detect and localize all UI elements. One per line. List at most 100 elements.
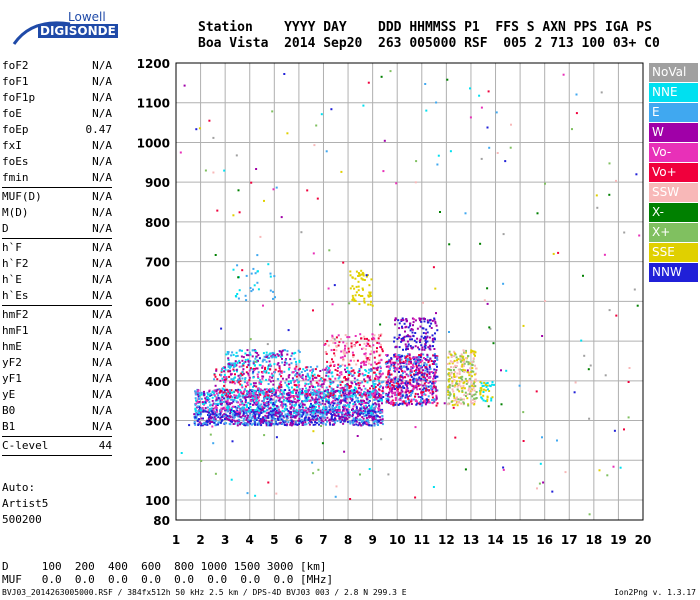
echo-point [263, 358, 266, 361]
echo-point [334, 342, 337, 345]
echo-point [393, 355, 396, 358]
echo-point [274, 413, 277, 416]
echo-point [414, 392, 417, 395]
echo-point [447, 389, 450, 392]
echo-point [261, 392, 264, 395]
echo-point [211, 416, 214, 419]
echo-point [419, 325, 422, 328]
echo-point [310, 374, 313, 377]
echo-point [471, 393, 474, 396]
echo-point [254, 403, 257, 406]
echo-point [313, 405, 316, 408]
echo-point [274, 408, 276, 410]
echo-point [454, 384, 457, 387]
echo-point [314, 386, 317, 389]
echo-point [459, 357, 462, 360]
echo-point [451, 376, 454, 379]
echo-point [312, 472, 315, 475]
echo-point [318, 379, 321, 382]
echo-point [334, 368, 337, 371]
echo-point [265, 354, 268, 357]
echo-point [332, 360, 335, 363]
x-tick-label: 18 [585, 533, 602, 547]
echo-point [246, 366, 249, 369]
echo-point [218, 391, 221, 394]
echo-point [244, 294, 247, 297]
echo-point [349, 270, 352, 273]
echo-point [327, 411, 330, 413]
echo-point [360, 410, 363, 413]
echo-point [364, 355, 367, 357]
echo-point [487, 405, 490, 408]
param-value: N/A [92, 241, 112, 254]
echo-point [199, 414, 202, 417]
echo-point [466, 371, 469, 374]
echo-point [431, 396, 434, 399]
echo-point [369, 387, 371, 390]
echo-point [463, 362, 466, 365]
echo-point [428, 364, 431, 367]
echo-point [344, 344, 346, 347]
echo-point [208, 409, 211, 412]
echo-point [424, 393, 427, 396]
echo-point [288, 414, 290, 417]
echo-point [448, 352, 451, 355]
echo-point [254, 357, 257, 360]
echo-point [360, 337, 363, 340]
echo-point [364, 411, 367, 414]
echo-point [400, 379, 403, 382]
echo-point [251, 349, 254, 352]
echo-point [286, 385, 289, 388]
echo-point [257, 402, 260, 405]
echo-point [354, 299, 357, 302]
echo-point [439, 211, 441, 213]
echo-point [293, 388, 296, 391]
echo-point [254, 397, 257, 400]
echo-point [340, 373, 343, 376]
echo-point [368, 390, 371, 393]
echo-point [290, 386, 293, 389]
echo-point [267, 402, 270, 405]
echo-point [272, 411, 275, 414]
echo-point [423, 372, 426, 375]
echo-point [471, 361, 474, 363]
echo-point [324, 351, 327, 354]
echo-point [377, 362, 380, 365]
echo-point [480, 396, 483, 399]
echo-point [372, 394, 375, 397]
echo-point [213, 373, 216, 376]
echo-point [393, 336, 396, 339]
echo-point [502, 282, 505, 285]
echo-point [227, 362, 230, 365]
echo-point [424, 377, 427, 380]
echo-point [214, 418, 217, 421]
legend-entry: X- [649, 203, 698, 222]
echo-point [450, 353, 453, 356]
echo-point [410, 403, 413, 405]
echo-point [412, 362, 415, 365]
echo-point [227, 408, 230, 411]
echo-point [381, 350, 384, 353]
echo-point [336, 420, 339, 422]
echo-point [351, 390, 354, 393]
echo-point [418, 370, 421, 372]
echo-point [370, 385, 373, 387]
echo-point [337, 367, 339, 369]
echo-point [395, 355, 398, 358]
echo-point [230, 408, 233, 411]
echo-point [241, 392, 244, 395]
echo-point [220, 398, 222, 401]
echo-point [249, 406, 252, 409]
echo-point [321, 380, 324, 383]
echo-point [233, 419, 236, 422]
echo-point [228, 406, 231, 409]
echo-point [353, 377, 356, 380]
param-name: C-level [2, 439, 49, 452]
echo-point [216, 388, 219, 391]
echo-point [385, 360, 388, 363]
echo-point [319, 392, 322, 395]
echo-point [362, 412, 365, 415]
echo-point [350, 391, 353, 394]
echo-point [421, 327, 424, 330]
echo-point [329, 383, 332, 385]
